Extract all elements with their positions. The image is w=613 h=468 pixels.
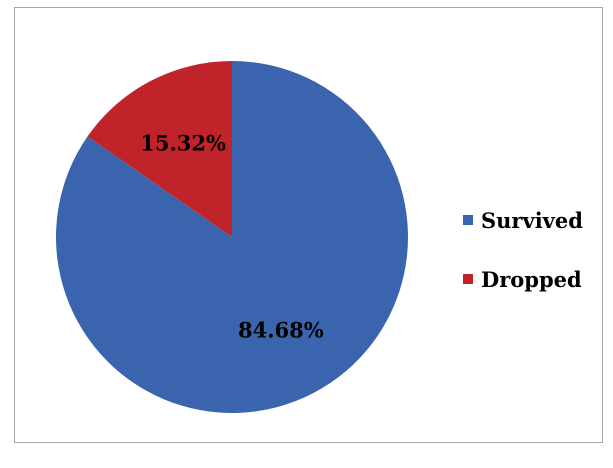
legend-label: Survived: [481, 207, 583, 233]
legend-item-dropped: Dropped: [463, 265, 583, 293]
pie-chart: 84.68% 15.32%: [56, 61, 409, 413]
pie-slice-survived: [56, 61, 409, 413]
legend-swatch: [463, 215, 473, 225]
legend-item-survived: Survived: [463, 206, 583, 234]
data-label-survived: 84.68%: [238, 318, 324, 343]
legend: Survived Dropped: [463, 206, 583, 324]
pie-slice-dropped: [87, 61, 232, 237]
chart-area: 84.68% 15.32% Survived Dropped: [14, 7, 603, 443]
legend-label: Dropped: [481, 266, 582, 292]
data-label-dropped: 15.32%: [140, 130, 226, 155]
legend-swatch: [463, 274, 473, 284]
